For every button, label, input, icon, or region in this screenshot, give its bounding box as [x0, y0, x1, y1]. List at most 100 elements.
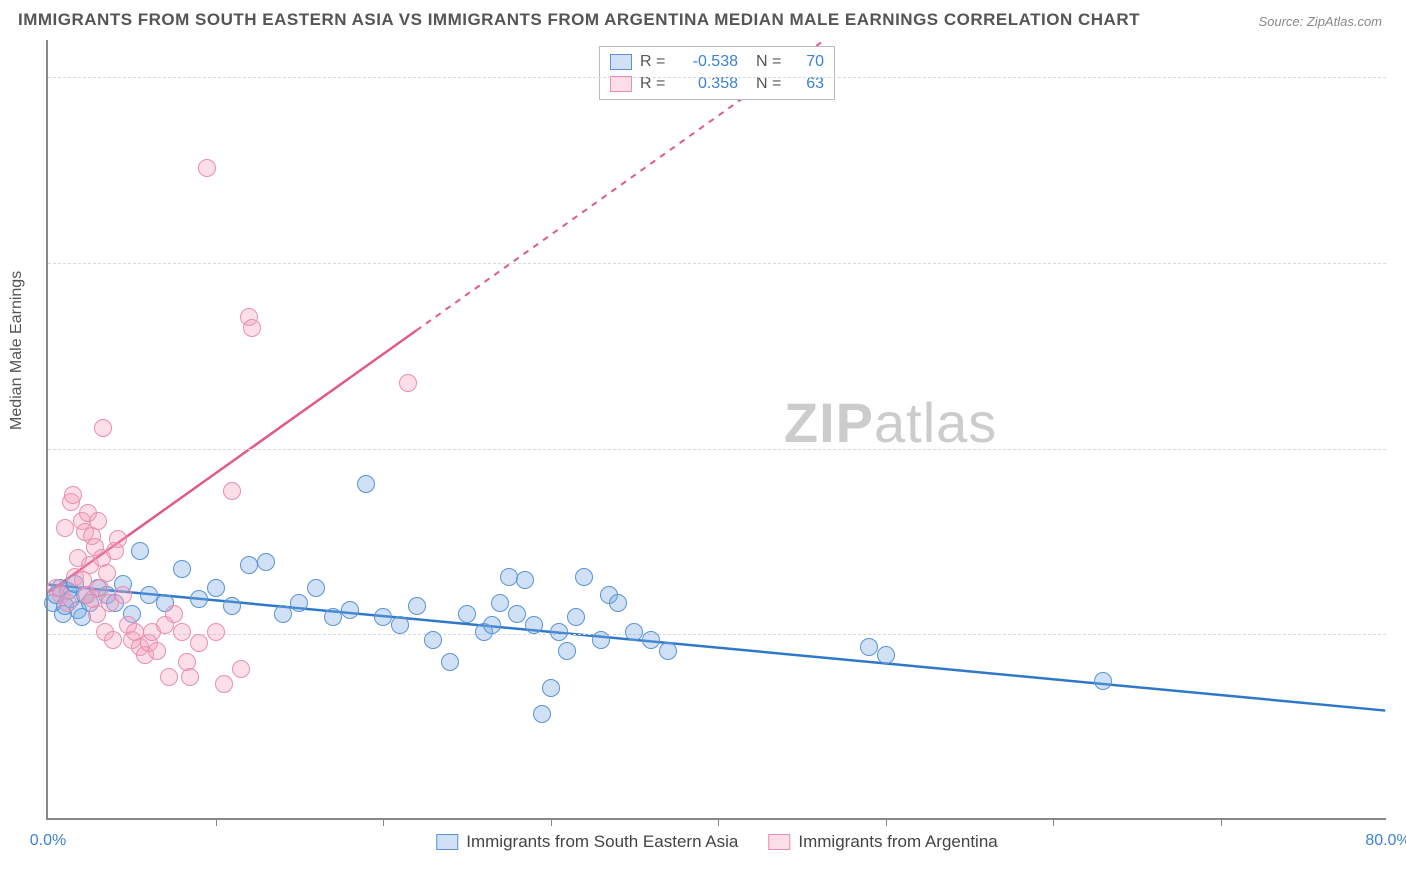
scatter-point-arg	[98, 564, 116, 582]
x-tick-label-right: 80.0%	[1365, 832, 1406, 850]
scatter-point-sea	[525, 616, 543, 634]
x-tick	[1221, 818, 1222, 826]
scatter-point-sea	[173, 560, 191, 578]
gridline-h	[48, 449, 1386, 450]
x-tick	[1053, 818, 1054, 826]
scatter-point-sea	[424, 631, 442, 649]
scatter-point-sea	[441, 653, 459, 671]
scatter-point-arg	[181, 668, 199, 686]
scatter-point-arg	[190, 634, 208, 652]
scatter-point-sea	[1094, 672, 1112, 690]
legend-n-label: N =	[756, 53, 786, 71]
correlation-legend: R =-0.538N =70R =0.358N =63	[599, 46, 835, 100]
scatter-point-sea	[408, 597, 426, 615]
scatter-point-sea	[659, 642, 677, 660]
legend-bottom-item-sea: Immigrants from South Eastern Asia	[436, 832, 738, 852]
scatter-point-arg	[104, 631, 122, 649]
scatter-point-arg	[173, 623, 191, 641]
scatter-point-sea	[860, 638, 878, 656]
scatter-point-sea	[140, 586, 158, 604]
scatter-point-arg	[59, 594, 77, 612]
y-tick-label: $50,000	[1394, 625, 1406, 643]
scatter-point-arg	[94, 419, 112, 437]
scatter-point-sea	[341, 601, 359, 619]
swatch-icon	[436, 834, 458, 850]
legend-r-label: R =	[640, 53, 670, 71]
y-tick-label: $200,000	[1394, 68, 1406, 86]
swatch-icon	[768, 834, 790, 850]
scatter-point-sea	[190, 590, 208, 608]
scatter-point-arg	[56, 519, 74, 537]
scatter-point-sea	[558, 642, 576, 660]
scatter-point-sea	[207, 579, 225, 597]
scatter-point-sea	[290, 594, 308, 612]
y-axis-label: Median Male Earnings	[8, 271, 26, 430]
scatter-point-arg	[232, 660, 250, 678]
scatter-point-arg	[198, 159, 216, 177]
source-attribution: Source: ZipAtlas.com	[1258, 14, 1382, 29]
legend-series-label: Immigrants from South Eastern Asia	[466, 832, 738, 852]
x-tick-label-left: 0.0%	[30, 832, 66, 850]
scatter-point-sea	[483, 616, 501, 634]
scatter-point-sea	[357, 475, 375, 493]
swatch-icon	[610, 76, 632, 92]
scatter-point-sea	[609, 594, 627, 612]
x-tick	[383, 818, 384, 826]
y-tick-label: $100,000	[1394, 440, 1406, 458]
scatter-point-sea	[324, 608, 342, 626]
scatter-point-sea	[307, 579, 325, 597]
gridline-h	[48, 263, 1386, 264]
scatter-point-arg	[109, 530, 127, 548]
legend-series-label: Immigrants from Argentina	[798, 832, 997, 852]
watermark: ZIPatlas	[784, 390, 997, 455]
gridline-h	[48, 77, 1386, 78]
scatter-point-sea	[877, 646, 895, 664]
scatter-point-arg	[89, 512, 107, 530]
scatter-point-sea	[131, 542, 149, 560]
scatter-point-arg	[165, 605, 183, 623]
scatter-point-sea	[458, 605, 476, 623]
scatter-point-arg	[64, 486, 82, 504]
scatter-point-sea	[374, 608, 392, 626]
scatter-point-sea	[516, 571, 534, 589]
scatter-point-sea	[567, 608, 585, 626]
scatter-point-arg	[160, 668, 178, 686]
scatter-point-sea	[542, 679, 560, 697]
scatter-point-sea	[491, 594, 509, 612]
legend-bottom-item-arg: Immigrants from Argentina	[768, 832, 997, 852]
scatter-point-sea	[274, 605, 292, 623]
x-tick	[216, 818, 217, 826]
scatter-point-sea	[500, 568, 518, 586]
scatter-point-sea	[533, 705, 551, 723]
scatter-point-sea	[240, 556, 258, 574]
scatter-point-sea	[391, 616, 409, 634]
scatter-point-arg	[148, 642, 166, 660]
scatter-point-arg	[399, 374, 417, 392]
swatch-icon	[610, 54, 632, 70]
plot-area: ZIPatlas R =-0.538N =70R =0.358N =63 Imm…	[46, 40, 1386, 820]
scatter-point-arg	[114, 586, 132, 604]
x-tick	[551, 818, 552, 826]
legend-top-row-sea: R = -0.538 N = 70	[610, 51, 824, 73]
scatter-point-sea	[508, 605, 526, 623]
legend-r-value: -0.538	[678, 53, 738, 71]
regression-lines-layer	[48, 40, 1386, 818]
scatter-point-arg	[243, 319, 261, 337]
legend-n-value: 70	[794, 53, 824, 71]
scatter-point-sea	[550, 623, 568, 641]
scatter-point-sea	[642, 631, 660, 649]
series-legend: Immigrants from South Eastern Asia Immigr…	[436, 832, 997, 852]
scatter-point-arg	[223, 482, 241, 500]
regression-line-sea	[49, 585, 1386, 711]
scatter-point-arg	[215, 675, 233, 693]
x-tick	[886, 818, 887, 826]
scatter-point-arg	[207, 623, 225, 641]
scatter-point-sea	[575, 568, 593, 586]
scatter-point-sea	[257, 553, 275, 571]
chart-title: IMMIGRANTS FROM SOUTH EASTERN ASIA VS IM…	[18, 10, 1140, 30]
scatter-point-sea	[592, 631, 610, 649]
y-tick-label: $150,000	[1394, 254, 1406, 272]
x-tick	[718, 818, 719, 826]
scatter-point-sea	[223, 597, 241, 615]
scatter-point-sea	[625, 623, 643, 641]
